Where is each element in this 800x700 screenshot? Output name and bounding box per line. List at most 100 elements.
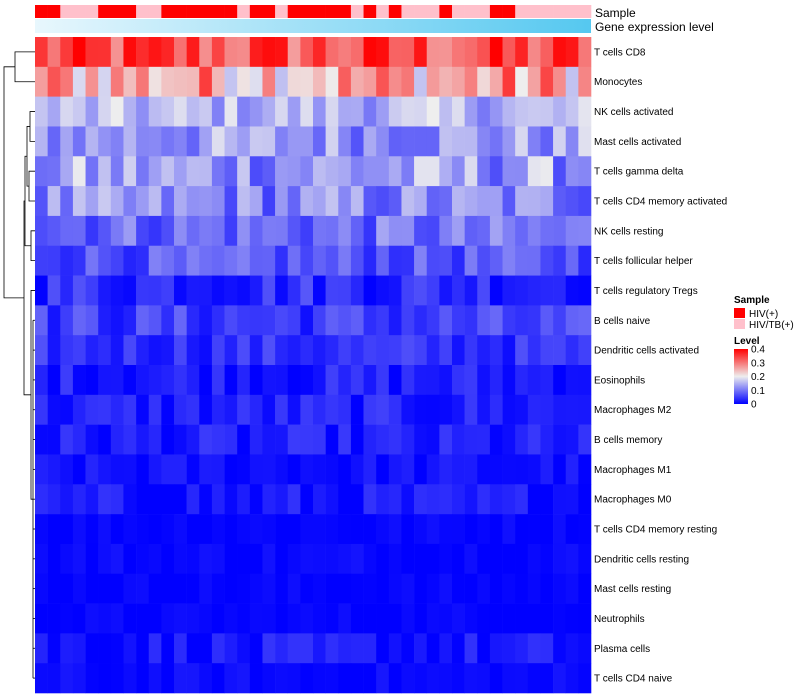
heatmap-cell <box>439 96 453 127</box>
heatmap-cell <box>136 126 150 157</box>
row-label: Plasma cells <box>594 644 650 655</box>
heatmap-cell <box>439 603 453 634</box>
heatmap-cell <box>35 633 48 664</box>
heatmap-cell <box>489 186 503 217</box>
dendrogram-branch <box>29 111 35 142</box>
sample-track-cell <box>553 5 567 18</box>
heatmap-cell <box>565 454 579 485</box>
heatmap-cell <box>338 454 352 485</box>
heatmap-cell <box>174 394 187 425</box>
heatmap-cell <box>211 424 225 455</box>
sample-track-cell <box>47 5 61 18</box>
heatmap-cell <box>439 514 453 545</box>
heatmap-cell <box>224 394 238 425</box>
heatmap-cell <box>237 156 251 187</box>
heatmap-cell <box>477 603 491 634</box>
heatmap-cell <box>123 603 137 634</box>
heatmap-cell <box>211 543 225 575</box>
heatmap-cell <box>98 633 112 664</box>
heatmap-cell <box>148 633 162 664</box>
heatmap-cell <box>452 663 465 694</box>
heatmap-cell <box>502 66 516 97</box>
heatmap-cell <box>338 245 352 276</box>
heatmap-cell <box>300 245 314 276</box>
heatmap-cell <box>388 305 402 336</box>
heatmap-cell <box>325 156 339 187</box>
heatmap-cell <box>527 603 541 634</box>
heatmap-cell <box>439 424 453 455</box>
heatmap-cell <box>186 305 200 336</box>
heatmap-cell <box>553 484 567 515</box>
heatmap-cell <box>376 37 390 68</box>
heatmap-cell <box>489 126 503 157</box>
heatmap-cell <box>60 454 74 485</box>
heatmap-cell <box>376 66 390 97</box>
heatmap-cell <box>452 275 465 306</box>
heatmap-cell <box>313 633 326 664</box>
heatmap-cell <box>237 514 251 545</box>
heatmap-cell <box>275 543 289 575</box>
heatmap-cell <box>35 156 48 187</box>
heatmap-cell <box>363 573 377 604</box>
heatmap-cell <box>565 37 579 68</box>
heatmap-cell <box>565 484 579 515</box>
row-label: Macrophages M0 <box>594 495 672 506</box>
heatmap-cell <box>540 365 554 396</box>
heatmap-cell <box>489 96 503 127</box>
heatmap-cell <box>401 424 415 455</box>
heatmap-cell <box>502 454 516 485</box>
heatmap-cell <box>186 365 200 396</box>
heatmap-cell <box>136 66 150 97</box>
heatmap-cell <box>237 454 251 485</box>
heatmap-cell <box>60 275 74 306</box>
heatmap-cell <box>262 543 276 575</box>
heatmap-cell <box>540 663 554 694</box>
heatmap-cell <box>464 305 478 336</box>
heatmap-cell <box>186 663 200 694</box>
heatmap-cell <box>452 573 465 604</box>
heatmap-cell <box>237 66 251 97</box>
row-label: T cells CD4 memory activated <box>594 197 727 208</box>
heatmap-cell <box>414 573 428 604</box>
heatmap-cell <box>237 96 251 127</box>
heatmap-cell <box>502 543 516 575</box>
heatmap-cell <box>350 245 364 276</box>
heatmap-cell <box>211 245 225 276</box>
heatmap-cell <box>452 633 465 664</box>
heatmap-cell <box>502 215 516 247</box>
dendrogram-branch <box>28 170 35 202</box>
heatmap-cell <box>464 96 478 127</box>
heatmap-cell <box>123 633 137 664</box>
heatmap-cell <box>47 484 61 515</box>
heatmap-cell <box>350 603 364 634</box>
heatmap-cell <box>325 514 339 545</box>
heatmap-cell <box>60 573 74 604</box>
heatmap-cell <box>502 484 516 515</box>
heatmap-cell <box>136 543 150 575</box>
heatmap-cell <box>489 424 503 455</box>
heatmap-cell <box>72 245 86 276</box>
heatmap-cell <box>148 663 162 694</box>
heatmap-cell <box>363 663 377 694</box>
heatmap-cell <box>300 603 314 634</box>
heatmap-cell <box>527 633 541 664</box>
heatmap-cell <box>262 394 276 425</box>
sample-track-cell <box>426 5 440 18</box>
heatmap-cell <box>414 156 428 187</box>
heatmap-cell <box>426 186 440 217</box>
heatmap-cell <box>414 424 428 455</box>
heatmap-cell <box>60 633 74 664</box>
heatmap-cell <box>199 96 213 127</box>
heatmap-cell <box>72 335 86 366</box>
heatmap-cell <box>350 484 364 515</box>
heatmap-cell <box>211 186 225 217</box>
row-label: Eosinophils <box>594 375 645 386</box>
heatmap-cell <box>502 275 516 306</box>
heatmap-cell <box>540 335 554 366</box>
heatmap-cell <box>35 66 48 97</box>
heatmap-cell <box>287 365 301 396</box>
heatmap-cell <box>123 543 137 575</box>
row-label: T cells CD4 naive <box>594 674 673 685</box>
heatmap-cell <box>72 275 86 306</box>
heatmap-cell <box>136 245 150 276</box>
